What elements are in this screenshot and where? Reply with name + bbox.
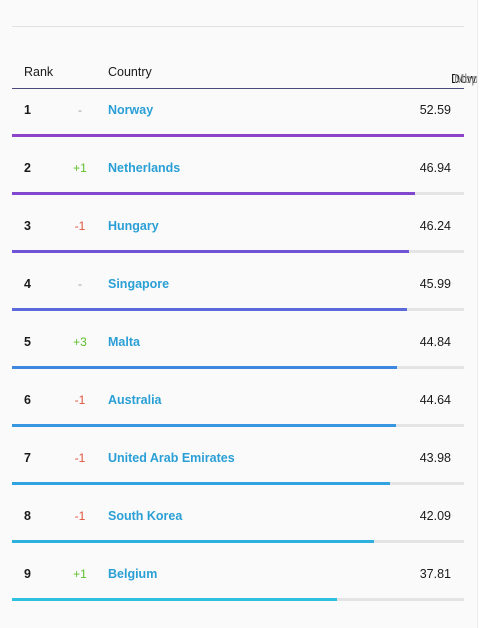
table-row: 6 -1 Australia 44.64	[12, 379, 464, 437]
country-column-header: Country	[108, 65, 152, 79]
speed-bar-fill	[12, 308, 408, 311]
rank-change: -1	[74, 393, 86, 407]
country-link[interactable]: Norway	[108, 103, 154, 117]
speed-bar-track	[12, 308, 464, 311]
download-speed-value: 45.99	[419, 277, 451, 291]
table-row: 1 - Norway 52.59	[12, 89, 464, 147]
speed-ranking-panel: Rank Country DownloadMbps 1 - Norway 52.59 2…	[12, 0, 478, 628]
speed-bar-fill	[12, 540, 374, 543]
rank-value: 4	[24, 277, 31, 291]
speed-bar-track	[12, 134, 464, 137]
download-header-label: Download	[451, 72, 477, 86]
ranking-table-body: 1 - Norway 52.59 2 +1 Netherlands 46.94 3 -1 Hunga…	[12, 89, 464, 611]
speed-bar-track	[12, 540, 464, 543]
speed-bar-fill	[12, 482, 390, 485]
download-speed-value: 37.81	[419, 567, 451, 581]
speed-bar-track	[12, 250, 464, 253]
speed-bar-fill	[12, 424, 396, 427]
top-divider	[12, 26, 464, 27]
download-speed-value: 46.24	[419, 219, 451, 233]
download-unit-label: Mbps	[454, 72, 478, 86]
country-link[interactable]: Singapore	[108, 277, 170, 291]
speed-bar-track	[12, 482, 464, 485]
rank-value: 5	[24, 335, 31, 349]
rank-change: -	[78, 103, 82, 117]
table-row: 4 - Singapore 45.99	[12, 263, 464, 321]
country-link[interactable]: Malta	[108, 335, 140, 349]
rank-change: -	[78, 277, 82, 291]
download-speed-value: 42.09	[419, 509, 451, 523]
table-header: Rank Country DownloadMbps	[12, 58, 477, 89]
rank-value: 9	[24, 567, 31, 581]
speed-bar-track	[12, 366, 464, 369]
speed-bar-fill	[12, 134, 464, 137]
country-link[interactable]: Belgium	[108, 567, 158, 581]
rank-value: 8	[24, 509, 31, 523]
table-row: 5 +3 Malta 44.84	[12, 321, 464, 379]
speed-bar-fill	[12, 192, 416, 195]
download-speed-value: 44.64	[419, 393, 451, 407]
rank-change: +3	[73, 335, 87, 349]
speed-bar-track	[12, 192, 464, 195]
rank-value: 3	[24, 219, 31, 233]
table-row: 2 +1 Netherlands 46.94	[12, 147, 464, 205]
speed-bar-fill	[12, 250, 410, 253]
country-link[interactable]: Netherlands	[108, 161, 181, 175]
table-row: 9 +1 Belgium 37.81	[12, 553, 464, 611]
rank-value: 6	[24, 393, 31, 407]
rank-value: 2	[24, 161, 31, 175]
rank-column-header: Rank	[24, 65, 54, 79]
rank-change: -1	[74, 509, 86, 523]
download-speed-value: 46.94	[419, 161, 451, 175]
download-speed-value: 43.98	[419, 451, 451, 465]
rank-change: -1	[74, 219, 86, 233]
table-row: 7 -1 United Arab Emirates 43.98	[12, 437, 464, 495]
rank-change: +1	[73, 161, 87, 175]
download-speed-value: 52.59	[419, 103, 451, 117]
table-row: 8 -1 South Korea 42.09	[12, 495, 464, 553]
rank-change: -1	[74, 451, 86, 465]
rank-change: +1	[73, 567, 87, 581]
speed-bar-track	[12, 598, 464, 601]
table-row: 3 -1 Hungary 46.24	[12, 205, 464, 263]
rank-value: 7	[24, 451, 31, 465]
country-link[interactable]: South Korea	[108, 509, 183, 523]
country-link[interactable]: United Arab Emirates	[108, 451, 235, 465]
speed-bar-track	[12, 424, 464, 427]
speed-bar-fill	[12, 366, 398, 369]
rank-value: 1	[24, 103, 31, 117]
speed-bar-fill	[12, 598, 337, 601]
download-speed-value: 44.84	[419, 335, 451, 349]
country-link[interactable]: Australia	[108, 393, 162, 407]
country-link[interactable]: Hungary	[108, 219, 159, 233]
